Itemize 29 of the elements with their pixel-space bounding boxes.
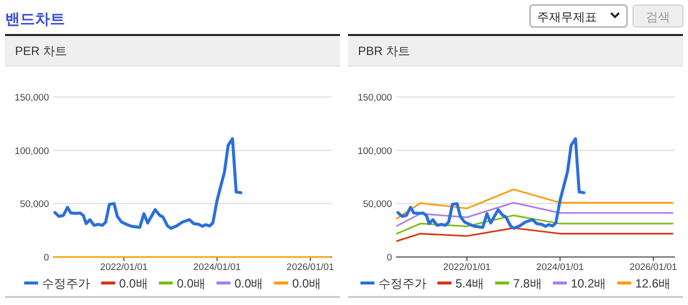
chart-title: PER 차트	[15, 44, 68, 58]
legend-label: 0.0배	[176, 276, 206, 290]
legend-label: 수정주가	[378, 276, 426, 290]
button: 검색	[632, 4, 684, 28]
y-tick-label: 50,000	[362, 199, 392, 210]
legend-label: 12.6배	[635, 276, 671, 290]
x-tick-label: 2024/01/01	[193, 262, 241, 273]
y-tick-label: 100,000	[14, 146, 49, 157]
chart-title: PBR 차트	[358, 44, 410, 58]
select: 주재무제표	[530, 4, 628, 28]
y-tick-label: 0	[386, 252, 392, 264]
legend-label: 수정주가	[42, 276, 90, 290]
legend-label: 0.0배	[119, 276, 148, 290]
legend-label: 10.2배	[570, 276, 606, 290]
y-tick-label: 150,000	[14, 92, 49, 104]
y-tick-label: 100,000	[358, 146, 392, 157]
x-tick-label: 2026/01/01	[630, 262, 678, 273]
text: 밴드차트	[5, 11, 65, 28]
x-tick-label: 2024/01/01	[536, 262, 584, 273]
legend-label: 7.8배	[513, 276, 542, 290]
legend-label: 0.0배	[234, 276, 264, 290]
y-tick-label: 0	[44, 252, 49, 264]
legend-label: 5.4배	[455, 276, 484, 290]
x-tick-label: 2026/01/01	[286, 262, 334, 273]
y-tick-label: 150,000	[358, 92, 392, 104]
x-tick-label: 2022/01/01	[443, 262, 491, 273]
legend-label: 0.0배	[292, 276, 321, 290]
y-tick-label: 50,000	[20, 199, 49, 210]
x-tick-label: 2022/01/01	[100, 262, 148, 273]
